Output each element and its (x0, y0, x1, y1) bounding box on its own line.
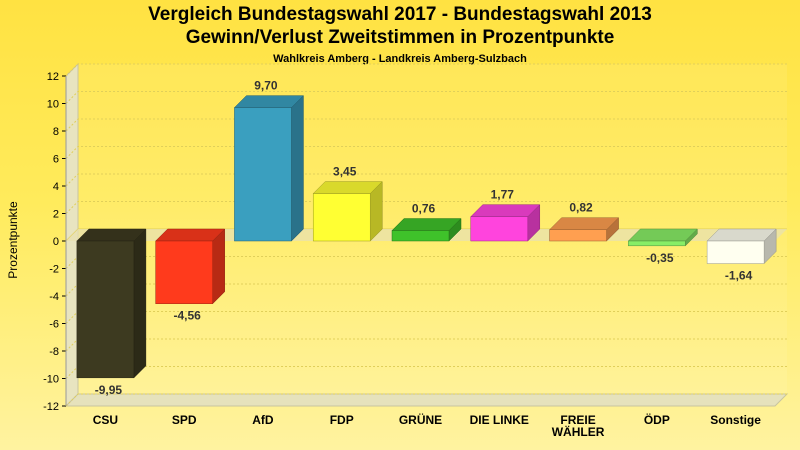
bar-value-label: 0,82 (569, 201, 593, 215)
y-tick-label: -4 (49, 291, 59, 303)
x-tick-label: DIE LINKE (470, 413, 529, 427)
bar-front (76, 240, 135, 379)
y-tick-label: 8 (53, 126, 59, 138)
y-tick-label: -6 (49, 319, 59, 331)
gridline (65, 173, 787, 187)
gridline (65, 393, 787, 407)
bar-value-label: 1,77 (491, 188, 515, 202)
chart-title-line2: Gewinn/Verlust Zweitstimmen in Prozentpu… (185, 27, 615, 48)
y-tick-label: -8 (49, 346, 59, 358)
y-tick-label: 2 (53, 209, 59, 221)
bar-top (548, 217, 620, 230)
y-tick-label: 12 (47, 71, 59, 83)
bar-value-label: -9,95 (95, 383, 123, 397)
gridline (65, 201, 787, 214)
bar-side (291, 95, 304, 242)
bar-top (706, 228, 777, 242)
bar-value-label: 0,76 (412, 202, 436, 216)
y-tick-label: 10 (47, 99, 59, 111)
bar-top (155, 228, 226, 242)
bar-value-label: -0,35 (646, 251, 674, 265)
y-tick-label: 4 (53, 181, 59, 193)
plot-floor (64, 393, 789, 407)
bar-value-label: 3,45 (333, 165, 357, 179)
x-tick-label: FREIE (560, 413, 595, 427)
bar (470, 204, 541, 242)
x-tick-label: ÖDP (644, 412, 670, 427)
gridline (65, 91, 787, 104)
bar-front (628, 240, 686, 247)
x-tick-label: GRÜNE (399, 412, 442, 427)
bar-side (133, 228, 147, 379)
bar-front (155, 240, 213, 304)
bar-front (706, 240, 765, 264)
bar-front (470, 216, 529, 242)
y-tick-label: -10 (43, 374, 59, 386)
bar-top (233, 95, 305, 108)
bar-front (391, 230, 450, 242)
chart-title: Vergleich Bundestagswahl 2017 - Bundesta… (148, 4, 652, 25)
y-tick-label: -2 (49, 264, 59, 276)
bar-top (312, 181, 383, 194)
bar-front (312, 193, 371, 242)
bar-front (234, 107, 292, 242)
gridline (65, 118, 787, 132)
bar-top (76, 228, 147, 242)
bar (76, 228, 147, 379)
x-tick-label: AfD (252, 413, 274, 427)
gridline (65, 63, 787, 77)
x-tick-label: SPD (172, 413, 197, 427)
bar-top (470, 204, 541, 217)
x-tick-label: Sonstige (710, 413, 761, 427)
bar-top (627, 228, 698, 242)
y-tick-label: -12 (43, 401, 59, 413)
bar (233, 95, 305, 242)
bar-front (549, 229, 607, 242)
x-tick-label: FDP (330, 413, 354, 427)
bar (391, 217, 462, 242)
chart-subtitle: Wahlkreis Amberg - Landkreis Amberg-Sulz… (273, 53, 527, 65)
bar-value-label: -4,56 (173, 309, 201, 323)
bar (706, 228, 777, 265)
bar (312, 180, 383, 242)
x-tick-label: WÄHLER (552, 424, 605, 439)
gridline (65, 146, 787, 159)
y-tick-label: 6 (53, 154, 59, 166)
bar (155, 228, 226, 305)
bar (548, 217, 620, 242)
bar (627, 228, 698, 247)
bar-value-label: 9,70 (254, 79, 278, 93)
x-tick-label: CSU (93, 413, 118, 427)
bar-top (391, 218, 462, 231)
y-tick-label: 0 (53, 236, 59, 248)
bar-value-label: -1,64 (725, 269, 753, 283)
bar-side (212, 228, 225, 305)
